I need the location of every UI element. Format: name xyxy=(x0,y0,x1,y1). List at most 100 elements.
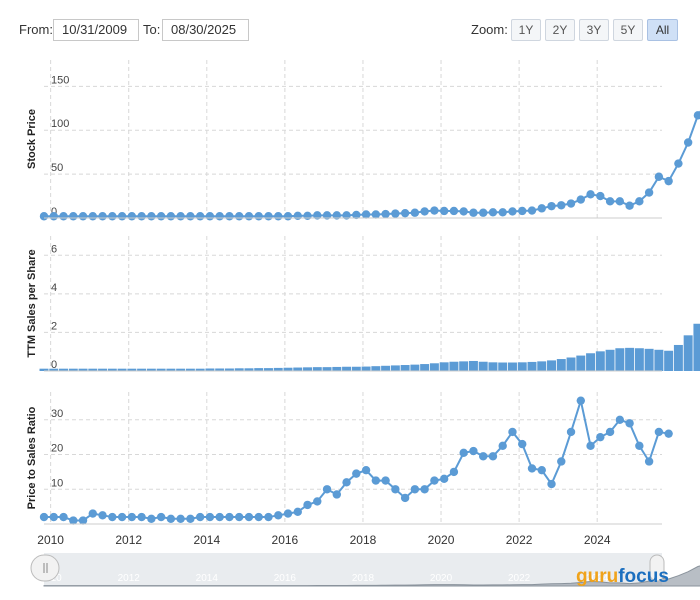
data-point xyxy=(596,432,605,442)
bar xyxy=(49,368,59,371)
data-point xyxy=(635,197,644,206)
data-point xyxy=(664,429,673,438)
bar xyxy=(605,349,615,371)
bar xyxy=(39,368,49,371)
y-tick-label: 20 xyxy=(51,443,63,455)
data-point xyxy=(518,439,527,449)
data-point xyxy=(313,497,322,506)
zoom-all-button[interactable]: All xyxy=(647,19,678,41)
data-point xyxy=(117,512,127,522)
bar xyxy=(586,353,596,371)
navigator-tick-label: 2012 xyxy=(118,573,141,584)
bar xyxy=(127,368,137,371)
data-point xyxy=(469,208,478,217)
data-point xyxy=(352,469,361,478)
navigator-tick-label: 2014 xyxy=(196,573,219,584)
bar xyxy=(420,364,430,371)
data-point xyxy=(361,465,371,475)
data-point xyxy=(430,476,439,485)
data-point xyxy=(78,516,88,525)
to-date-input[interactable]: 08/30/2025 xyxy=(162,19,249,41)
navigator-tick-label: 2018 xyxy=(352,573,375,584)
bar xyxy=(283,367,293,371)
bar xyxy=(293,367,303,371)
zoom-label: Zoom: xyxy=(471,22,508,37)
x-tick-label: 2012 xyxy=(115,533,142,547)
data-point xyxy=(371,476,381,485)
data-point xyxy=(98,212,107,221)
bar xyxy=(234,368,244,371)
data-point xyxy=(635,441,644,451)
data-point xyxy=(332,490,341,499)
data-point xyxy=(98,511,107,520)
data-point xyxy=(59,512,68,522)
data-point xyxy=(527,464,537,473)
y-tick-label: 50 xyxy=(51,162,63,174)
data-point xyxy=(39,212,49,221)
data-point xyxy=(547,201,556,211)
bar xyxy=(166,368,176,371)
zoom-3y-button[interactable]: 3Y xyxy=(579,19,609,41)
data-point xyxy=(69,212,78,221)
bar xyxy=(537,361,547,371)
data-point xyxy=(205,212,215,221)
bar xyxy=(273,367,283,371)
data-point xyxy=(400,493,410,503)
data-point xyxy=(420,485,429,494)
bar xyxy=(478,361,488,371)
y-tick-label: 150 xyxy=(51,74,69,86)
zoom-2y-button[interactable]: 2Y xyxy=(545,19,575,41)
x-tick-label: 2018 xyxy=(350,533,377,547)
from-date-input[interactable]: 10/31/2009 xyxy=(53,19,139,41)
navigator-left-handle[interactable] xyxy=(30,554,60,582)
data-point xyxy=(264,512,273,522)
data-point xyxy=(644,457,654,466)
data-point xyxy=(234,512,244,522)
x-tick-label: 2020 xyxy=(428,533,455,547)
data-point xyxy=(283,509,293,518)
data-point xyxy=(391,485,400,494)
data-point xyxy=(566,427,576,437)
bar xyxy=(488,362,498,371)
data-point xyxy=(625,419,634,428)
series-line xyxy=(44,396,669,522)
y-tick-label: 4 xyxy=(51,282,57,294)
bar xyxy=(263,368,273,371)
data-point xyxy=(478,208,488,217)
data-point xyxy=(244,512,254,522)
bar xyxy=(527,361,537,371)
y-tick-label: 100 xyxy=(51,118,69,130)
data-point xyxy=(537,465,546,475)
data-point xyxy=(566,199,576,208)
y-tick-label: 0 xyxy=(51,359,57,371)
data-point xyxy=(498,441,507,451)
zoom-5y-button[interactable]: 5Y xyxy=(613,19,643,41)
data-point xyxy=(527,206,537,215)
y-tick-label: 2 xyxy=(51,320,57,332)
data-point xyxy=(391,209,400,218)
bar xyxy=(673,344,683,371)
zoom-1y-button[interactable]: 1Y xyxy=(511,19,541,41)
data-point xyxy=(420,207,429,216)
data-point xyxy=(478,452,488,461)
bar xyxy=(156,368,166,371)
data-point xyxy=(59,212,68,221)
to-label: To: xyxy=(143,22,161,37)
x-tick-label: 2014 xyxy=(193,533,220,547)
bar xyxy=(59,368,68,371)
data-point xyxy=(293,211,302,221)
navigator-right-handle[interactable] xyxy=(649,554,665,582)
data-point xyxy=(449,206,459,216)
data-point xyxy=(195,212,205,221)
data-point xyxy=(225,512,234,522)
toolbar: From: 10/31/2009 To: 08/30/2025 Zoom: 1Y… xyxy=(0,0,700,60)
bar xyxy=(595,351,605,371)
bar xyxy=(361,366,371,371)
data-point xyxy=(352,210,361,220)
data-point xyxy=(176,212,185,221)
data-point xyxy=(459,207,468,216)
bar xyxy=(439,362,449,371)
bar xyxy=(429,363,439,371)
bar xyxy=(342,366,352,371)
